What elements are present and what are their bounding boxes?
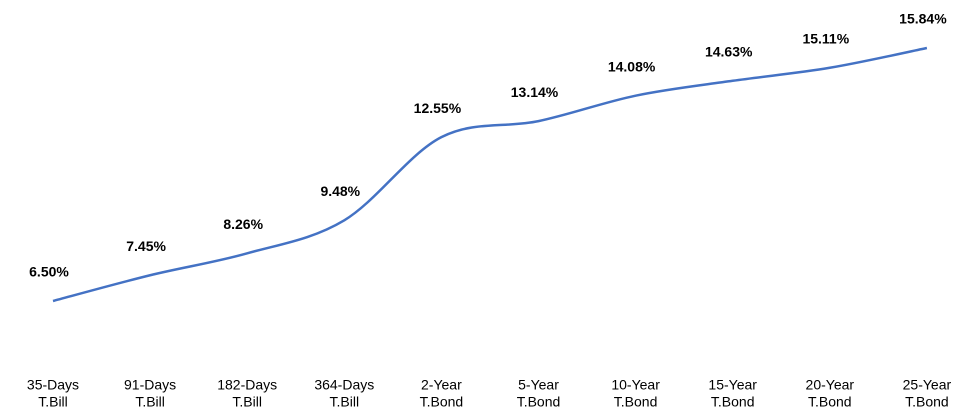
x-tick-label: 10-Year (611, 377, 660, 393)
x-tick-label: T.Bond (517, 394, 561, 410)
x-tick-label: 15-Year (708, 377, 757, 393)
x-tick-label: T.Bill (232, 394, 262, 410)
x-tick-label: T.Bill (135, 394, 165, 410)
x-tick-label: T.Bond (905, 394, 949, 410)
x-tick-label: 20-Year (806, 377, 855, 393)
x-tick-label: T.Bond (808, 394, 852, 410)
line (52, 46, 928, 303)
data-label: 8.26% (223, 216, 263, 232)
x-tick-label: 2-Year (421, 377, 462, 393)
data-label: 15.11% (802, 30, 849, 46)
x-tick-label: 182-Days (217, 377, 277, 393)
data-label: 14.63% (705, 43, 753, 59)
data-label: 9.48% (320, 183, 360, 199)
data-label: 14.08% (608, 58, 656, 74)
x-tick-label: T.Bill (38, 394, 68, 410)
x-tick-label: 364-Days (314, 377, 374, 393)
x-tick-label: 25-Year (903, 377, 952, 393)
x-tick-label: T.Bond (420, 394, 464, 410)
data-label: 15.84% (899, 11, 947, 27)
data-label: 12.55% (414, 100, 462, 116)
data-label: 6.50% (29, 264, 69, 280)
data-label: 7.45% (126, 238, 166, 254)
x-tick-label: T.Bond (614, 394, 658, 410)
data-label: 13.14% (511, 84, 559, 100)
x-tick-label: T.Bond (711, 394, 755, 410)
x-tick-label: 5-Year (518, 377, 559, 393)
x-tick-label: 91-Days (124, 377, 176, 393)
x-tick-label: 35-Days (27, 377, 79, 393)
x-tick-label: T.Bill (330, 394, 360, 410)
